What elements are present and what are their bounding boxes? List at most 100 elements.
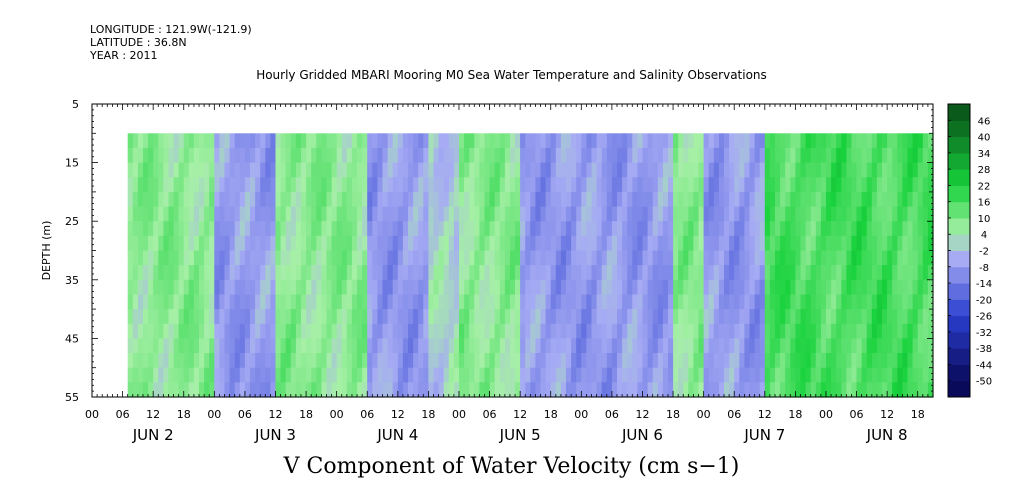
heatmap-cell xyxy=(137,177,144,193)
heatmap-cell xyxy=(143,367,149,383)
heatmap-cell xyxy=(560,265,567,281)
heatmap-cell xyxy=(351,221,358,237)
heatmap-cell xyxy=(887,265,893,281)
heatmap-cell xyxy=(729,133,735,149)
heatmap-cell xyxy=(321,177,328,193)
heatmap-cell xyxy=(642,265,649,281)
heatmap-cell xyxy=(754,221,761,237)
heatmap-cell xyxy=(489,353,496,369)
heatmap-cell xyxy=(173,206,180,222)
heatmap-cell xyxy=(713,279,720,296)
heatmap-cell xyxy=(515,162,521,178)
heatmap-cell xyxy=(601,177,608,193)
heatmap-cell xyxy=(922,265,929,281)
heatmap-cell xyxy=(530,338,536,354)
heatmap-cell xyxy=(917,265,924,281)
heatmap-cell xyxy=(428,162,435,178)
heatmap-cell xyxy=(591,338,598,354)
heatmap-cell xyxy=(239,323,246,339)
heatmap-cell xyxy=(214,353,220,369)
heatmap-cell xyxy=(545,294,552,310)
heatmap-cell xyxy=(433,367,440,383)
heatmap-cell xyxy=(188,191,195,208)
heatmap-cell xyxy=(137,133,144,149)
heatmap-cell xyxy=(239,265,246,281)
heatmap-cell xyxy=(367,147,373,164)
heatmap-cell xyxy=(209,221,215,237)
heatmap-cell xyxy=(820,177,827,193)
heatmap-cell xyxy=(785,294,791,310)
heatmap-cell xyxy=(504,235,511,252)
heatmap-cell xyxy=(841,235,847,252)
heatmap-cell xyxy=(275,382,282,398)
heatmap-cell xyxy=(214,367,220,383)
heatmap-cell xyxy=(443,353,450,369)
heatmap-cell xyxy=(234,191,241,208)
heatmap-cell xyxy=(841,367,847,383)
heatmap-cell xyxy=(581,191,587,208)
heatmap-cell xyxy=(780,338,786,354)
heatmap-cell xyxy=(408,309,414,325)
heatmap-cell xyxy=(301,367,307,383)
heatmap-cell xyxy=(698,309,705,325)
heatmap-cell xyxy=(606,338,613,354)
heatmap-cell xyxy=(362,177,368,193)
heatmap-cell xyxy=(239,309,246,325)
heatmap-cell xyxy=(897,147,903,164)
heatmap-cell xyxy=(132,133,139,149)
heatmap-cell xyxy=(530,133,536,149)
heatmap-cell xyxy=(244,250,251,266)
heatmap-cell xyxy=(306,279,312,296)
heatmap-cell xyxy=(362,191,368,208)
heatmap-cell xyxy=(438,206,445,222)
heatmap-cell xyxy=(871,367,878,383)
heatmap-cell xyxy=(897,162,903,178)
heatmap-cell xyxy=(382,338,389,354)
heatmap-cell xyxy=(280,250,287,266)
heatmap-cell xyxy=(224,279,231,296)
heatmap-cell xyxy=(820,309,827,325)
heatmap-cell xyxy=(336,279,343,296)
heatmap-cell xyxy=(744,382,751,398)
heatmap-cell xyxy=(668,294,674,310)
heatmap-cell xyxy=(433,279,440,296)
heatmap-cell xyxy=(362,367,368,383)
heatmap-cell xyxy=(571,265,577,281)
heatmap-cell xyxy=(591,206,598,222)
heatmap-cell xyxy=(321,309,328,325)
heatmap-cell xyxy=(790,147,796,164)
heatmap-cell xyxy=(718,235,725,252)
heatmap-cell xyxy=(255,353,261,369)
heatmap-cell xyxy=(851,191,858,208)
heatmap-cell xyxy=(917,191,924,208)
heatmap-cell xyxy=(887,338,893,354)
heatmap-cell xyxy=(494,323,501,339)
heatmap-cell xyxy=(713,265,720,281)
heatmap-cell xyxy=(790,177,796,193)
heatmap-cell xyxy=(902,382,909,398)
heatmap-cell xyxy=(137,279,144,296)
heatmap-cell xyxy=(922,309,929,325)
heatmap-cell xyxy=(346,162,353,178)
heatmap-cell xyxy=(550,382,557,398)
heatmap-cell xyxy=(183,367,190,383)
heatmap-cell xyxy=(892,147,898,164)
heatmap-cell xyxy=(433,382,440,398)
heatmap-cell xyxy=(632,279,638,296)
heatmap-cell xyxy=(678,353,684,369)
heatmap-cell xyxy=(234,323,241,339)
heatmap-cell xyxy=(224,294,231,310)
heatmap-cell xyxy=(504,294,511,310)
heatmap-cell xyxy=(453,279,460,296)
heatmap-cell xyxy=(912,147,919,164)
heatmap-cell xyxy=(494,235,501,252)
heatmap-cell xyxy=(540,353,547,369)
heatmap-cell xyxy=(515,235,521,252)
heatmap-cell xyxy=(897,309,903,325)
heatmap-cell xyxy=(550,265,557,281)
heatmap-cell xyxy=(255,162,261,178)
heatmap-cell xyxy=(668,133,674,149)
heatmap-cell xyxy=(866,279,873,296)
heatmap-cell xyxy=(158,235,164,252)
heatmap-cell xyxy=(790,382,796,398)
